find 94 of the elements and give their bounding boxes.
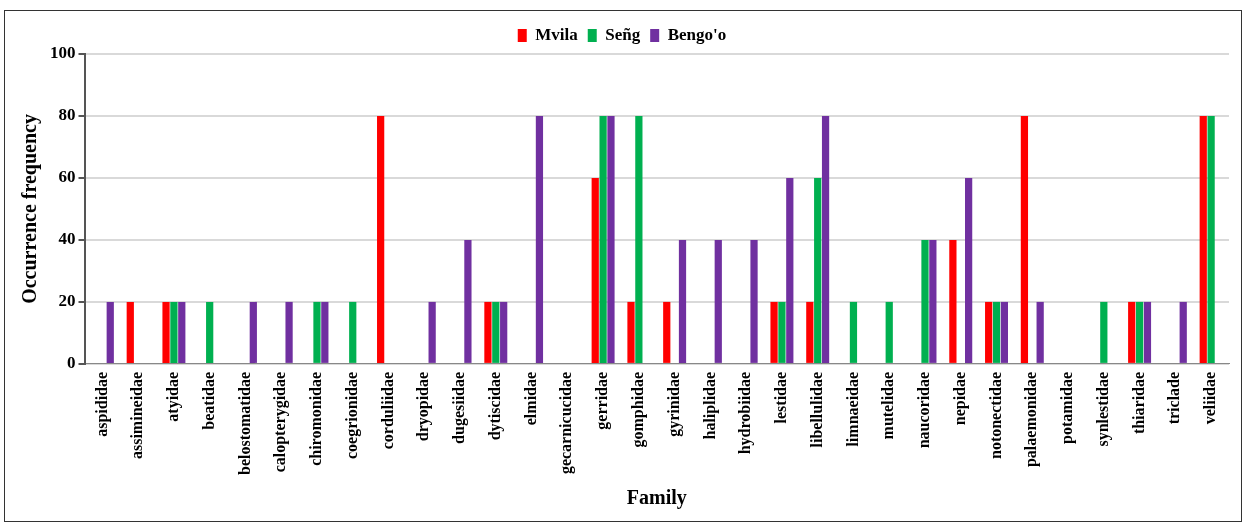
x-tick-label: chiromonidae: [307, 371, 325, 466]
x-axis-title: Family: [626, 486, 687, 510]
x-tick-label: hydrobiidae: [736, 371, 755, 455]
legend-label: Bengo'o: [667, 24, 727, 44]
bar: [206, 301, 214, 363]
bar: [678, 239, 687, 363]
x-tick-label: aspididae: [92, 371, 111, 437]
x-tick-label: gyrinidae: [664, 371, 683, 437]
x-tick-label: synlestidae: [1093, 371, 1112, 447]
bar: [663, 301, 671, 363]
bar: [106, 301, 114, 363]
bar: [484, 301, 492, 363]
x-tick-label: limnaeidae: [843, 371, 861, 447]
x-tick-label: gerridae: [593, 371, 612, 430]
bar: [349, 301, 357, 363]
bar: [965, 177, 973, 363]
y-tick-label: 100: [50, 43, 76, 63]
x-tick-label: gomphidae: [629, 371, 648, 448]
bar: [178, 301, 186, 363]
bar: [285, 301, 293, 363]
bar: [126, 301, 134, 363]
bar: [535, 115, 544, 363]
x-tick-label: potamidae: [1058, 371, 1077, 444]
bar: [1143, 301, 1152, 363]
bar: [377, 115, 385, 363]
bar: [770, 301, 778, 363]
bar: [162, 301, 170, 363]
bar: [885, 301, 893, 363]
x-tick-label: assimineidae: [128, 371, 146, 460]
y-tick-label: 60: [58, 167, 76, 187]
x-tick-label: veliidae: [1201, 371, 1219, 425]
bar: [1207, 115, 1215, 363]
bar: [806, 301, 814, 363]
bar: [786, 177, 794, 363]
bar: [1020, 115, 1029, 363]
bar: [627, 301, 635, 363]
bar: [949, 239, 957, 363]
x-tick-label: triclade: [1165, 371, 1183, 425]
bar: [778, 301, 786, 363]
bar: [313, 301, 321, 363]
y-tick-label: 0: [67, 353, 76, 373]
x-tick-label: dryopidae: [414, 371, 433, 442]
bar: [814, 177, 822, 363]
bar: [635, 115, 643, 363]
y-tick-label: 40: [58, 229, 76, 249]
x-tick-label: calopterygidae: [271, 371, 290, 473]
y-axis-title: Occurrence frequency: [18, 114, 42, 304]
bar: [1000, 301, 1009, 363]
x-tick-label: libellulidae: [807, 371, 825, 448]
bar: [849, 301, 858, 363]
legend-label: Mvila: [535, 24, 579, 44]
bar: [821, 115, 830, 363]
bar: [985, 301, 993, 363]
bar: [599, 115, 607, 363]
y-tick-label: 80: [58, 105, 76, 125]
x-tick-label: naucoridae: [915, 371, 933, 449]
x-tick-label: lestidae: [772, 371, 790, 424]
x-tick-label: elmidae: [521, 371, 539, 426]
x-tick-label: belostomatidae: [235, 371, 253, 476]
x-tick-label: coegrionidae: [342, 371, 361, 459]
x-tick-label: haliplidae: [700, 371, 719, 440]
bar: [492, 301, 500, 363]
bar: [750, 239, 758, 363]
bar: [992, 301, 1001, 363]
x-tick-label: corduliidae: [378, 371, 396, 450]
bar: [170, 301, 178, 363]
bar: [500, 301, 508, 363]
bar: [464, 239, 472, 363]
x-tick-label: nepidae: [950, 371, 969, 426]
x-tick-label: dytiscidae: [485, 371, 504, 441]
bar: [1128, 301, 1136, 363]
x-tick-label: gecarnicucidae: [557, 371, 576, 475]
bar: [249, 301, 257, 363]
x-tick-label: atyidae: [164, 371, 183, 422]
bar: [1036, 301, 1044, 363]
x-tick-label: mutelidae: [879, 371, 897, 440]
bar: [921, 239, 929, 363]
bar: [607, 115, 615, 363]
bar: [929, 239, 937, 363]
x-tick-label: notonectidae: [986, 371, 1004, 460]
x-tick-label: dugesiidae: [450, 371, 469, 444]
bar: [428, 301, 436, 363]
legend-label: Señg: [605, 24, 641, 44]
x-tick-label: beatidae: [199, 371, 217, 430]
bar: [714, 239, 722, 363]
bar: [1135, 301, 1144, 363]
bar: [321, 301, 329, 363]
x-tick-label: thiaridae: [1129, 371, 1147, 435]
bar: [1199, 115, 1207, 363]
y-tick-label: 20: [58, 291, 76, 311]
bar: [1100, 301, 1108, 363]
bar: [1179, 301, 1187, 363]
bar: [591, 177, 599, 363]
x-tick-label: palaemonidae: [1022, 371, 1041, 468]
